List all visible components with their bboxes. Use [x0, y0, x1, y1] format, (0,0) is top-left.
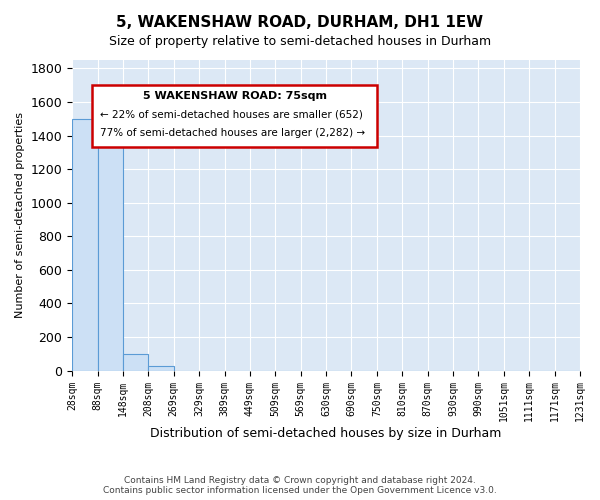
Text: 5, WAKENSHAW ROAD, DURHAM, DH1 1EW: 5, WAKENSHAW ROAD, DURHAM, DH1 1EW: [116, 15, 484, 30]
Bar: [148, 366, 174, 370]
Text: 77% of semi-detached houses are larger (2,282) →: 77% of semi-detached houses are larger (…: [100, 128, 365, 138]
Bar: [72, 119, 98, 370]
Y-axis label: Number of semi-detached properties: Number of semi-detached properties: [15, 112, 25, 318]
FancyBboxPatch shape: [92, 85, 377, 147]
Bar: [123, 354, 148, 370]
Text: Size of property relative to semi-detached houses in Durham: Size of property relative to semi-detach…: [109, 35, 491, 48]
Text: 5 WAKENSHAW ROAD: 75sqm: 5 WAKENSHAW ROAD: 75sqm: [143, 91, 326, 101]
Text: ← 22% of semi-detached houses are smaller (652): ← 22% of semi-detached houses are smalle…: [100, 110, 363, 120]
Text: Contains HM Land Registry data © Crown copyright and database right 2024.
Contai: Contains HM Land Registry data © Crown c…: [103, 476, 497, 495]
Bar: [98, 140, 123, 370]
X-axis label: Distribution of semi-detached houses by size in Durham: Distribution of semi-detached houses by …: [151, 427, 502, 440]
